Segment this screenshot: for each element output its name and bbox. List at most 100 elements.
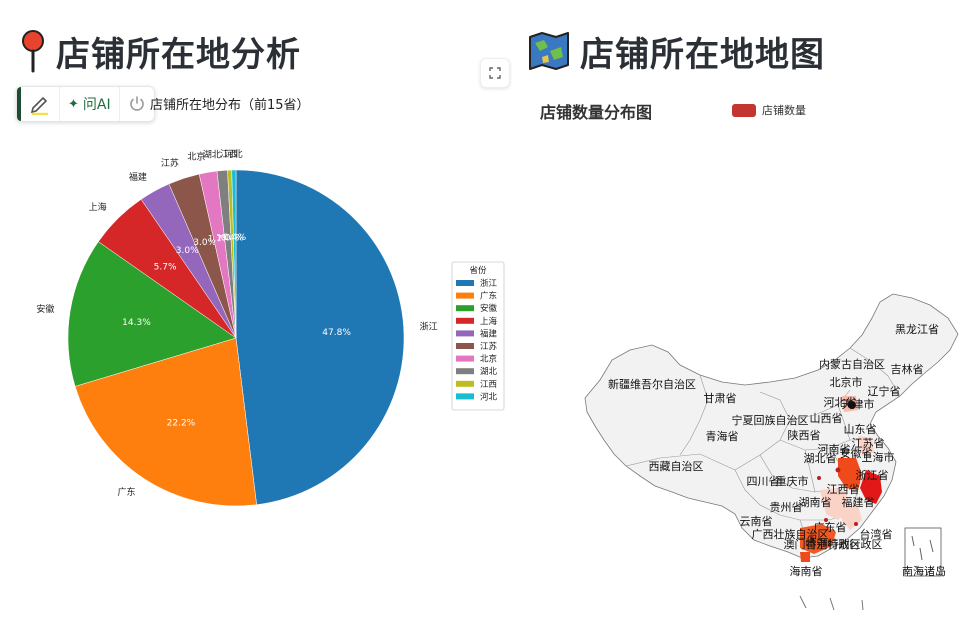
pie-data-label: 47.8% — [322, 328, 351, 338]
province-label: 湖南省 — [799, 496, 832, 509]
province-label: 澳门特别行政区 — [784, 537, 861, 551]
province-label: 台湾省 — [860, 527, 893, 541]
region-zhejiang[interactable] — [838, 458, 862, 490]
pencil-icon — [30, 96, 48, 115]
region-guangdong[interactable] — [800, 524, 836, 554]
legend-swatch[interactable] — [456, 317, 474, 324]
province-label: 海南省 — [790, 564, 823, 578]
page-title-left: 店铺所在地分析 — [20, 26, 301, 76]
province-label: 广东省 — [814, 521, 847, 534]
pie-chart: 店铺所在地分布（前15省） 47.8% 浙江 22.2% 广东 14.3% 安徽 5.7% 上… — [36, 97, 505, 507]
pie-data-label: 14.3% — [122, 318, 151, 328]
legend-entry: 福建 — [480, 328, 498, 339]
province-label: 南海诸岛 — [902, 564, 946, 578]
region-shanghai[interactable] — [860, 470, 882, 504]
heading-left-text: 店铺所在地分析 — [56, 34, 301, 75]
edit-button[interactable] — [21, 87, 60, 121]
province-label: 河南省 — [818, 443, 851, 456]
legend-title: 省份 — [469, 265, 487, 276]
pie-slice-2[interactable] — [67, 241, 237, 387]
ask-ai-label: 问AI — [82, 97, 111, 113]
pie-category-label: 安徽 — [36, 303, 54, 315]
legend-entry: 上海 — [480, 316, 498, 327]
province-label: 河北省 — [824, 396, 857, 409]
pie-slice-0[interactable] — [235, 169, 405, 506]
province-label: 黑龙江省 — [895, 323, 939, 336]
province-label: 江苏省 — [852, 437, 885, 450]
province-label: 江西省 — [827, 483, 860, 496]
pie-slice-9[interactable] — [231, 169, 237, 339]
pie-data-label: 1.0% — [216, 234, 239, 244]
legend-swatch[interactable] — [456, 380, 474, 387]
page-title-right: 店铺所在地地图 — [528, 26, 825, 76]
legend-entry: 广东 — [480, 291, 497, 302]
province-label: 甘肃省 — [704, 392, 737, 405]
pie-chart-title: 店铺所在地分布（前15省） — [150, 97, 310, 113]
legend-swatch[interactable] — [456, 280, 474, 286]
fullscreen-button[interactable] — [480, 58, 510, 88]
pie-data-label: 1.7% — [208, 235, 231, 245]
pie-data-label: 0.4% — [223, 233, 246, 243]
province-label: 山东省 — [844, 423, 877, 436]
province-label: 山西省 — [810, 412, 843, 425]
province-label: 广西壮族自治区 — [752, 527, 829, 541]
china-map-chart: 店铺数量分布图 店铺数量 — [540, 103, 959, 611]
pie-category-label: 福建 — [129, 171, 147, 183]
pie-category-label: 江苏 — [161, 157, 179, 169]
map-legend-swatch[interactable] — [732, 104, 756, 117]
pie-data-label: 5.7% — [154, 262, 177, 272]
legend-entry: 北京 — [480, 354, 497, 365]
province-label: 内蒙古自治区 — [819, 357, 885, 371]
province-label: 四川省 — [747, 475, 780, 488]
china-map — [584, 293, 959, 611]
legend-entry: 安徽 — [480, 303, 498, 314]
legend-swatch[interactable] — [456, 393, 474, 400]
legend-entry: 河北 — [480, 391, 498, 402]
pie-category-label: 江西 — [220, 149, 238, 160]
province-label: 辽宁省 — [868, 384, 901, 398]
pie-data-label: 3.0% — [176, 246, 199, 256]
pie-category-label: 北京 — [187, 151, 205, 163]
province-label: 香港特别行政区 — [806, 537, 883, 551]
legend-swatch[interactable] — [456, 292, 474, 299]
region-hainan[interactable] — [800, 552, 810, 562]
power-button[interactable] — [120, 87, 154, 121]
legend-swatch[interactable] — [456, 330, 474, 337]
pushpin-icon — [22, 30, 44, 73]
legend-entry: 浙江 — [480, 278, 498, 289]
province-label: 吉林省 — [891, 362, 924, 376]
province-label: 北京市 — [830, 375, 863, 389]
legend-swatch[interactable] — [456, 355, 474, 362]
province-label: 安徽省 — [840, 446, 873, 460]
pie-data-label: 0.4% — [221, 233, 244, 243]
pie-data-label: 3.0% — [193, 238, 216, 248]
map-marker[interactable] — [848, 401, 856, 409]
legend-swatch[interactable] — [456, 368, 474, 375]
legend-entry: 江西 — [480, 380, 497, 390]
south-sea-inset — [904, 527, 942, 577]
pie-category-label: 湖北 — [203, 150, 221, 161]
legend-entry: 江苏 — [480, 341, 498, 352]
pie-category-label: 广东 — [117, 486, 135, 498]
pie-slice-1[interactable] — [74, 337, 257, 507]
province-label: 陕西省 — [788, 428, 821, 442]
ask-ai-button[interactable]: ✦ 问AI — [60, 87, 120, 121]
province-label: 浙江省 — [856, 469, 889, 482]
map-title: 店铺数量分布图 — [540, 103, 652, 122]
map-legend-label: 店铺数量 — [762, 103, 806, 117]
province-label: 福建省 — [842, 495, 875, 509]
province-label: 宁夏回族自治区 — [732, 413, 809, 427]
province-borders — [625, 347, 901, 546]
province-label: 重庆市 — [776, 474, 809, 488]
legend-swatch[interactable] — [456, 305, 474, 312]
pie-category-label: 河北 — [225, 148, 243, 160]
map-icon — [529, 32, 569, 70]
region-jiangsu[interactable] — [858, 436, 874, 456]
chart-toolbar: ✦ 问AI — [16, 86, 155, 122]
expand-icon — [489, 67, 501, 79]
province-label: 青海省 — [706, 429, 739, 443]
sparkle-icon: ✦ — [68, 96, 79, 112]
legend-swatch[interactable] — [456, 343, 474, 349]
